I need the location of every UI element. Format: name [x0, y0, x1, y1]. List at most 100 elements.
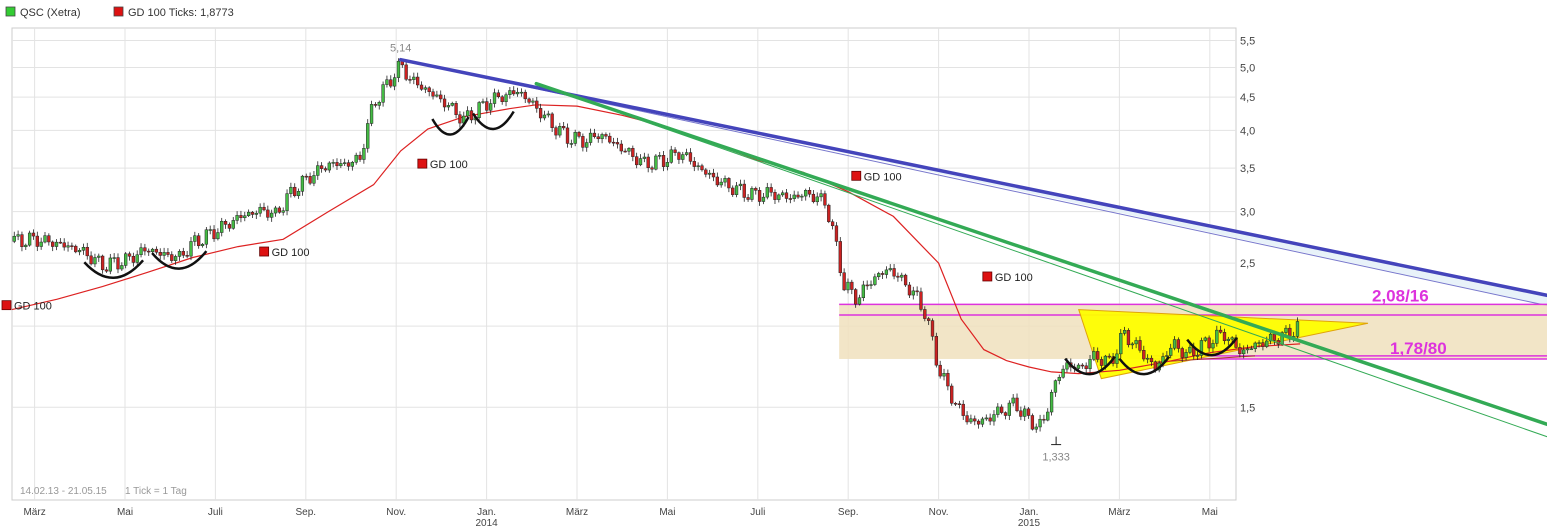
candle-body [312, 175, 316, 184]
candle-body [469, 110, 474, 121]
candle-body [343, 162, 347, 164]
candle-body [12, 235, 16, 242]
candle-body [1088, 359, 1092, 369]
candle-body [577, 132, 581, 137]
x-tick-label: Mai [659, 507, 675, 518]
candle-body [673, 149, 677, 153]
candle-body [1172, 339, 1177, 349]
candle-body [754, 188, 758, 191]
candle-body [619, 143, 623, 152]
candle-body [973, 418, 977, 422]
plot-area: 1,52,02,53,03,54,04,55,05,5MärzMaiJuliSe… [1, 27, 1547, 529]
candle-body [684, 152, 689, 155]
candle-body [450, 103, 454, 106]
gd100-signal-label: GD 100 [430, 159, 468, 171]
candle-body [481, 101, 485, 103]
candle-body [1261, 342, 1265, 347]
candle-body [746, 197, 750, 200]
candle-body [992, 414, 996, 422]
candle-body [51, 241, 55, 247]
candle-body [927, 318, 931, 321]
candle-body [1203, 337, 1207, 341]
candle-body [1030, 415, 1035, 430]
candle-body [308, 176, 312, 184]
candle-body [354, 154, 358, 163]
candle-body [285, 193, 289, 211]
y-tick-label: 5,5 [1240, 36, 1255, 48]
candle-body [1092, 351, 1096, 360]
candle-body [93, 257, 97, 265]
candle-body [346, 162, 351, 167]
candle-body [1230, 337, 1234, 340]
candle-body [773, 192, 777, 200]
x-tick-label: März [566, 507, 588, 518]
candle-body [131, 255, 136, 263]
candle-body [231, 220, 235, 229]
candle-body [861, 284, 865, 299]
candle-body [923, 309, 927, 319]
candle-body [838, 241, 842, 273]
candle-body [611, 141, 616, 144]
y-tick-label: 4,5 [1240, 92, 1255, 104]
legend-swatch-qsc [5, 6, 16, 17]
candle-body [715, 176, 719, 186]
candle-body [915, 290, 919, 293]
candle-body [177, 251, 182, 257]
candle-body [646, 156, 650, 168]
candle-body [976, 420, 981, 425]
legend-swatch-gd100 [113, 6, 124, 17]
candle-body [546, 113, 550, 116]
candle-body [335, 162, 339, 167]
candle-body [523, 91, 527, 100]
cup-arc [471, 110, 515, 131]
candle-body [124, 253, 128, 266]
candle-body [769, 187, 773, 193]
candle-body [796, 194, 800, 198]
candle-body [477, 102, 481, 118]
blue-fan-line [400, 59, 1547, 307]
candle-body [1046, 411, 1050, 421]
candle-body [1188, 346, 1192, 353]
candle-body [1126, 330, 1131, 346]
candle-body [404, 64, 408, 80]
price-candles [12, 58, 1300, 433]
footer-range: 14.02.13 - 21.05.15 [20, 486, 107, 497]
candle-body [877, 273, 881, 278]
candle-body [1007, 402, 1011, 416]
level-label: 2,08/16 [1372, 286, 1429, 305]
candle-body [392, 77, 397, 87]
candle-body [765, 187, 769, 198]
candle-body [650, 167, 654, 170]
candle-body [193, 235, 197, 242]
candle-body [980, 418, 985, 425]
candle-body [930, 320, 935, 337]
candle-body [1096, 351, 1100, 360]
candle-body [1000, 406, 1004, 413]
candle-body [596, 136, 600, 140]
x-tick-label: Jan. [1020, 507, 1039, 518]
candle-body [969, 418, 973, 423]
candle-body [777, 194, 781, 200]
cup-arc [1118, 355, 1171, 376]
candle-body [208, 229, 212, 231]
candle-body [54, 241, 59, 247]
legend: QSC (Xetra) GD 100 Ticks: 1,8773 [5, 6, 234, 19]
candle-body [220, 221, 224, 233]
y-tick-label: 1,5 [1240, 402, 1255, 414]
candle-body [112, 257, 116, 259]
x-tick-label: Nov. [386, 507, 406, 518]
candle-body [792, 194, 796, 199]
candle-body [81, 246, 86, 251]
candle-body [496, 92, 501, 97]
candle-body [319, 165, 324, 169]
candle-body [270, 212, 274, 218]
candle-body [635, 156, 639, 166]
candle-body [281, 210, 285, 213]
candle-body [162, 252, 166, 256]
candle-body [1249, 348, 1254, 350]
candle-body [104, 269, 109, 272]
candle-body [1176, 339, 1181, 349]
candle-body [1207, 337, 1211, 349]
candle-body [819, 193, 823, 198]
y-tick-label: 3,5 [1240, 163, 1255, 175]
